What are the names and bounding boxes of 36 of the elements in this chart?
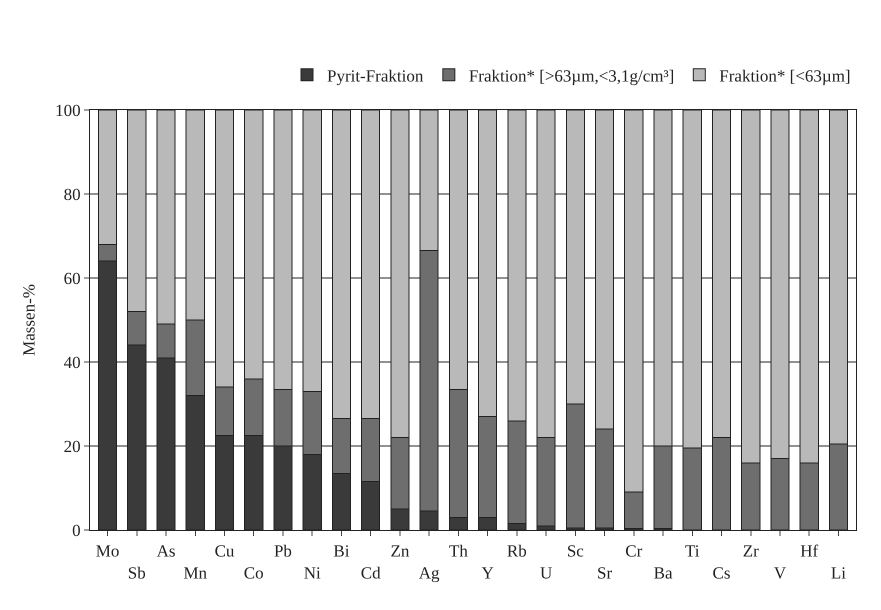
y-tick-label: 100 — [55, 100, 81, 120]
x-tick-label: Y — [481, 564, 494, 582]
x-tick-label: Sb — [128, 564, 146, 582]
x-tick-label: Zn — [390, 541, 410, 560]
x-tick-label: U — [540, 564, 552, 582]
y-tick-label: 80 — [64, 184, 81, 204]
y-tick-label: 0 — [72, 520, 81, 540]
x-tick-label: Rb — [506, 541, 527, 560]
y-tick-label: 40 — [64, 352, 81, 372]
x-tick-label: Th — [448, 541, 468, 560]
legend-label: Fraktion* [>63µm,<3,1g/cm³] — [468, 66, 674, 86]
legend-label: Pyrit-Fraktion — [327, 66, 424, 86]
x-tick-label: V — [774, 564, 787, 582]
x-tick-label: Li — [830, 564, 846, 582]
y-tick-label: 20 — [64, 436, 81, 456]
y-tick-label: 60 — [64, 268, 81, 288]
x-tick-label: As — [156, 541, 176, 560]
x-tick-label: Sr — [596, 564, 612, 582]
x-tick-label: Pb — [274, 541, 292, 560]
x-tick-label: Cd — [360, 564, 382, 582]
x-tick-label: Ni — [304, 564, 321, 582]
legend-label: Fraktion* [<63µm] — [719, 66, 851, 86]
x-tick-label: Ba — [654, 564, 673, 582]
x-tick-label: Co — [244, 564, 264, 582]
x-tick-label: Ti — [685, 541, 700, 560]
x-tick-label: Ag — [418, 564, 440, 582]
x-tick-label: Bi — [333, 541, 350, 560]
x-tick-label: Hf — [800, 541, 819, 560]
y-axis-title: Massen-% — [20, 284, 39, 356]
x-tick-label: Sc — [566, 541, 584, 560]
x-tick-label: Zr — [742, 541, 760, 560]
x-tick-label: Cs — [712, 564, 730, 582]
x-tick-label: Mn — [183, 564, 208, 582]
x-tick-label: Mo — [96, 541, 120, 560]
x-tick-label: Cr — [625, 541, 643, 560]
x-tick-label: Cu — [214, 541, 235, 560]
